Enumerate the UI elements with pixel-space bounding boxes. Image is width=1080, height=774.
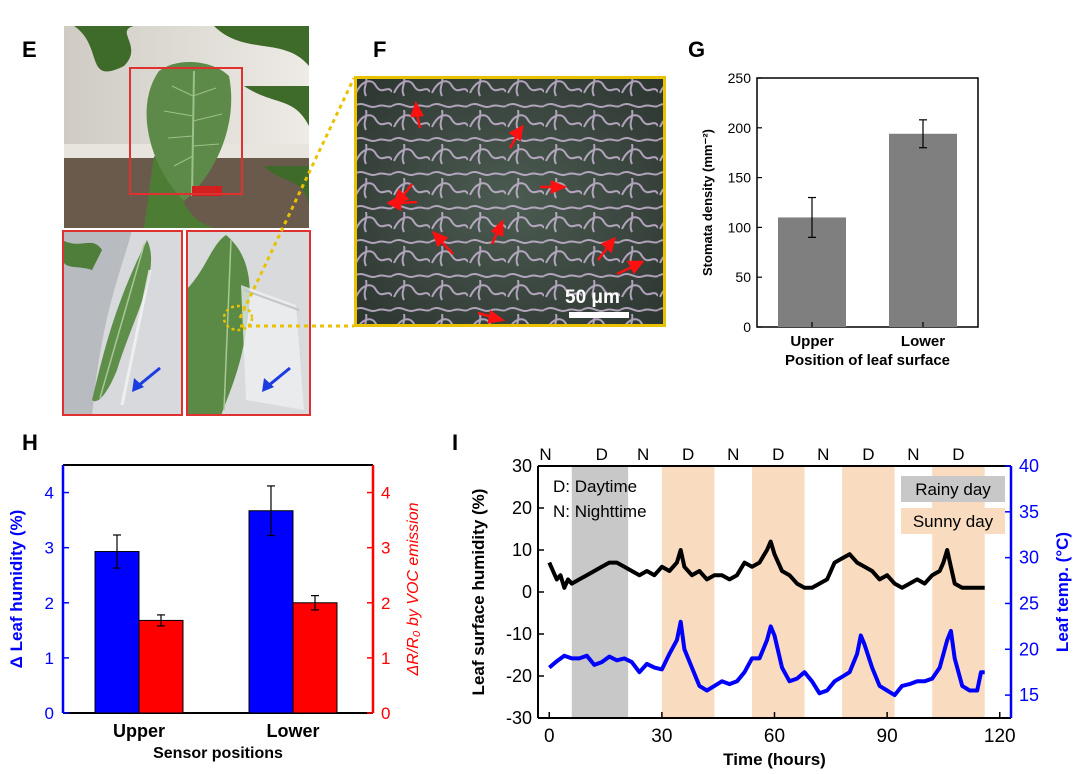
i-day-night-label: D (952, 445, 964, 464)
i-day-night-label: D (772, 445, 784, 464)
leaf-photo-lower-right (186, 230, 311, 416)
h-ytick-right-label: 0 (381, 704, 390, 723)
i-ytick-left-label: -20 (506, 666, 532, 686)
i-ytick-left-label: 10 (512, 540, 532, 560)
i-day-night-label: N (539, 445, 551, 464)
i-ytick-left-label: 20 (512, 498, 532, 518)
g-ytick-label: 250 (728, 70, 752, 86)
g-ytick-label: 100 (728, 219, 752, 235)
h-bar-voc (292, 602, 338, 714)
h-ytick-right-label: 2 (381, 594, 390, 613)
i-ytick-right-label: 40 (1019, 456, 1039, 476)
g-ytick-label: 50 (735, 269, 751, 285)
zoom-connector (238, 77, 356, 328)
micrograph-image (354, 76, 666, 327)
h-bar-humidity (94, 551, 140, 714)
panel-letter-g: G (688, 37, 706, 62)
i-temperature-line (548, 619, 985, 698)
h-ytick-left-label: 2 (45, 594, 54, 613)
i-ytick-right-label: 30 (1019, 548, 1039, 568)
panel-letter-e: E (22, 37, 37, 62)
panel-letter-i: I (452, 430, 459, 455)
h-ytick-right-label: 3 (381, 539, 390, 558)
g-ytick-label: 150 (728, 170, 752, 186)
i-legend-sunny: Sunny day (913, 512, 994, 531)
i-legend-daytime: D: Daytime (553, 477, 637, 496)
i-day-night-label: D (682, 445, 694, 464)
i-sunny-region (661, 466, 715, 718)
i-ylabel-left: Leaf surface humidity (%) (469, 489, 488, 696)
h-ytick-left-label: 3 (45, 539, 54, 558)
g-xtick-label: Upper (790, 333, 834, 350)
i-legend-sunny-swatch (901, 508, 1005, 534)
i-xtick-label: 120 (984, 726, 1016, 747)
i-ytick-right-label: 35 (1019, 502, 1039, 522)
g-ytick-label: 0 (743, 319, 751, 335)
i-day-night-label: N (907, 445, 919, 464)
i-day-night-label: N (637, 445, 649, 464)
h-xtick-label: Upper (113, 721, 165, 741)
h-ytick-right-label: 1 (381, 649, 390, 668)
i-ytick-right-label: 15 (1019, 685, 1039, 705)
h-bar-humidity (248, 510, 294, 714)
i-sunny-region (751, 466, 805, 718)
g-ylabel: Stomata density (mm⁻²) (700, 129, 715, 276)
g-ytick-label: 200 (728, 120, 752, 136)
i-sunny-region (842, 466, 895, 718)
i-day-night-label: N (727, 445, 739, 464)
g-bar (778, 217, 846, 327)
panel-letter-h: H (22, 430, 38, 455)
i-legend-rainy-swatch (901, 476, 1005, 502)
i-day-night-label: D (862, 445, 874, 464)
i-xtick-label: 30 (651, 726, 672, 747)
i-xtick-label: 90 (877, 726, 898, 747)
h-ytick-left-label: 4 (45, 484, 54, 503)
h-ylabel-left: Δ Leaf humidity (%) (7, 510, 26, 669)
i-day-night-label: N (817, 445, 829, 464)
h-xlabel: Sensor positions (153, 745, 283, 762)
i-humidity-line (547, 539, 985, 590)
g-xtick-label: Lower (901, 333, 945, 350)
h-ytick-left-label: 0 (45, 704, 54, 723)
plant-photo-top (64, 26, 309, 228)
i-sunny-region (932, 466, 985, 718)
h-xtick-label: Lower (266, 721, 319, 741)
i-ytick-left-label: 0 (522, 582, 532, 602)
i-xtick-label: 0 (544, 726, 555, 747)
scale-bar-label: 50 μm (565, 287, 620, 308)
g-xlabel: Position of leaf surface (785, 352, 950, 369)
i-day-night-label: D (596, 445, 608, 464)
i-legend-nighttime: N: Nighttime (553, 502, 647, 521)
h-bar-voc (138, 619, 184, 714)
i-xtick-label: 60 (764, 726, 785, 747)
i-ytick-left-label: -10 (506, 624, 532, 644)
i-rainy-region (571, 466, 629, 718)
leaf-photo-lower-left (62, 230, 183, 416)
i-ytick-left-label: -30 (506, 708, 532, 728)
panel-letter-f: F (373, 37, 387, 62)
g-bar (889, 133, 957, 327)
i-ylabel-right: Leaf temp. (°C) (1053, 532, 1072, 652)
h-ytick-right-label: 4 (381, 484, 390, 503)
h-ytick-left-label: 1 (45, 649, 54, 668)
h-ylabel-right: ΔR/R₀ by VOC emission (405, 502, 422, 676)
i-legend-rainy: Rainy day (915, 480, 991, 499)
i-ytick-right-label: 25 (1019, 593, 1039, 613)
i-ytick-left-label: 30 (512, 456, 532, 476)
i-xlabel: Time (hours) (723, 750, 826, 769)
i-ytick-right-label: 20 (1019, 639, 1039, 659)
g-plot-frame (756, 77, 979, 328)
